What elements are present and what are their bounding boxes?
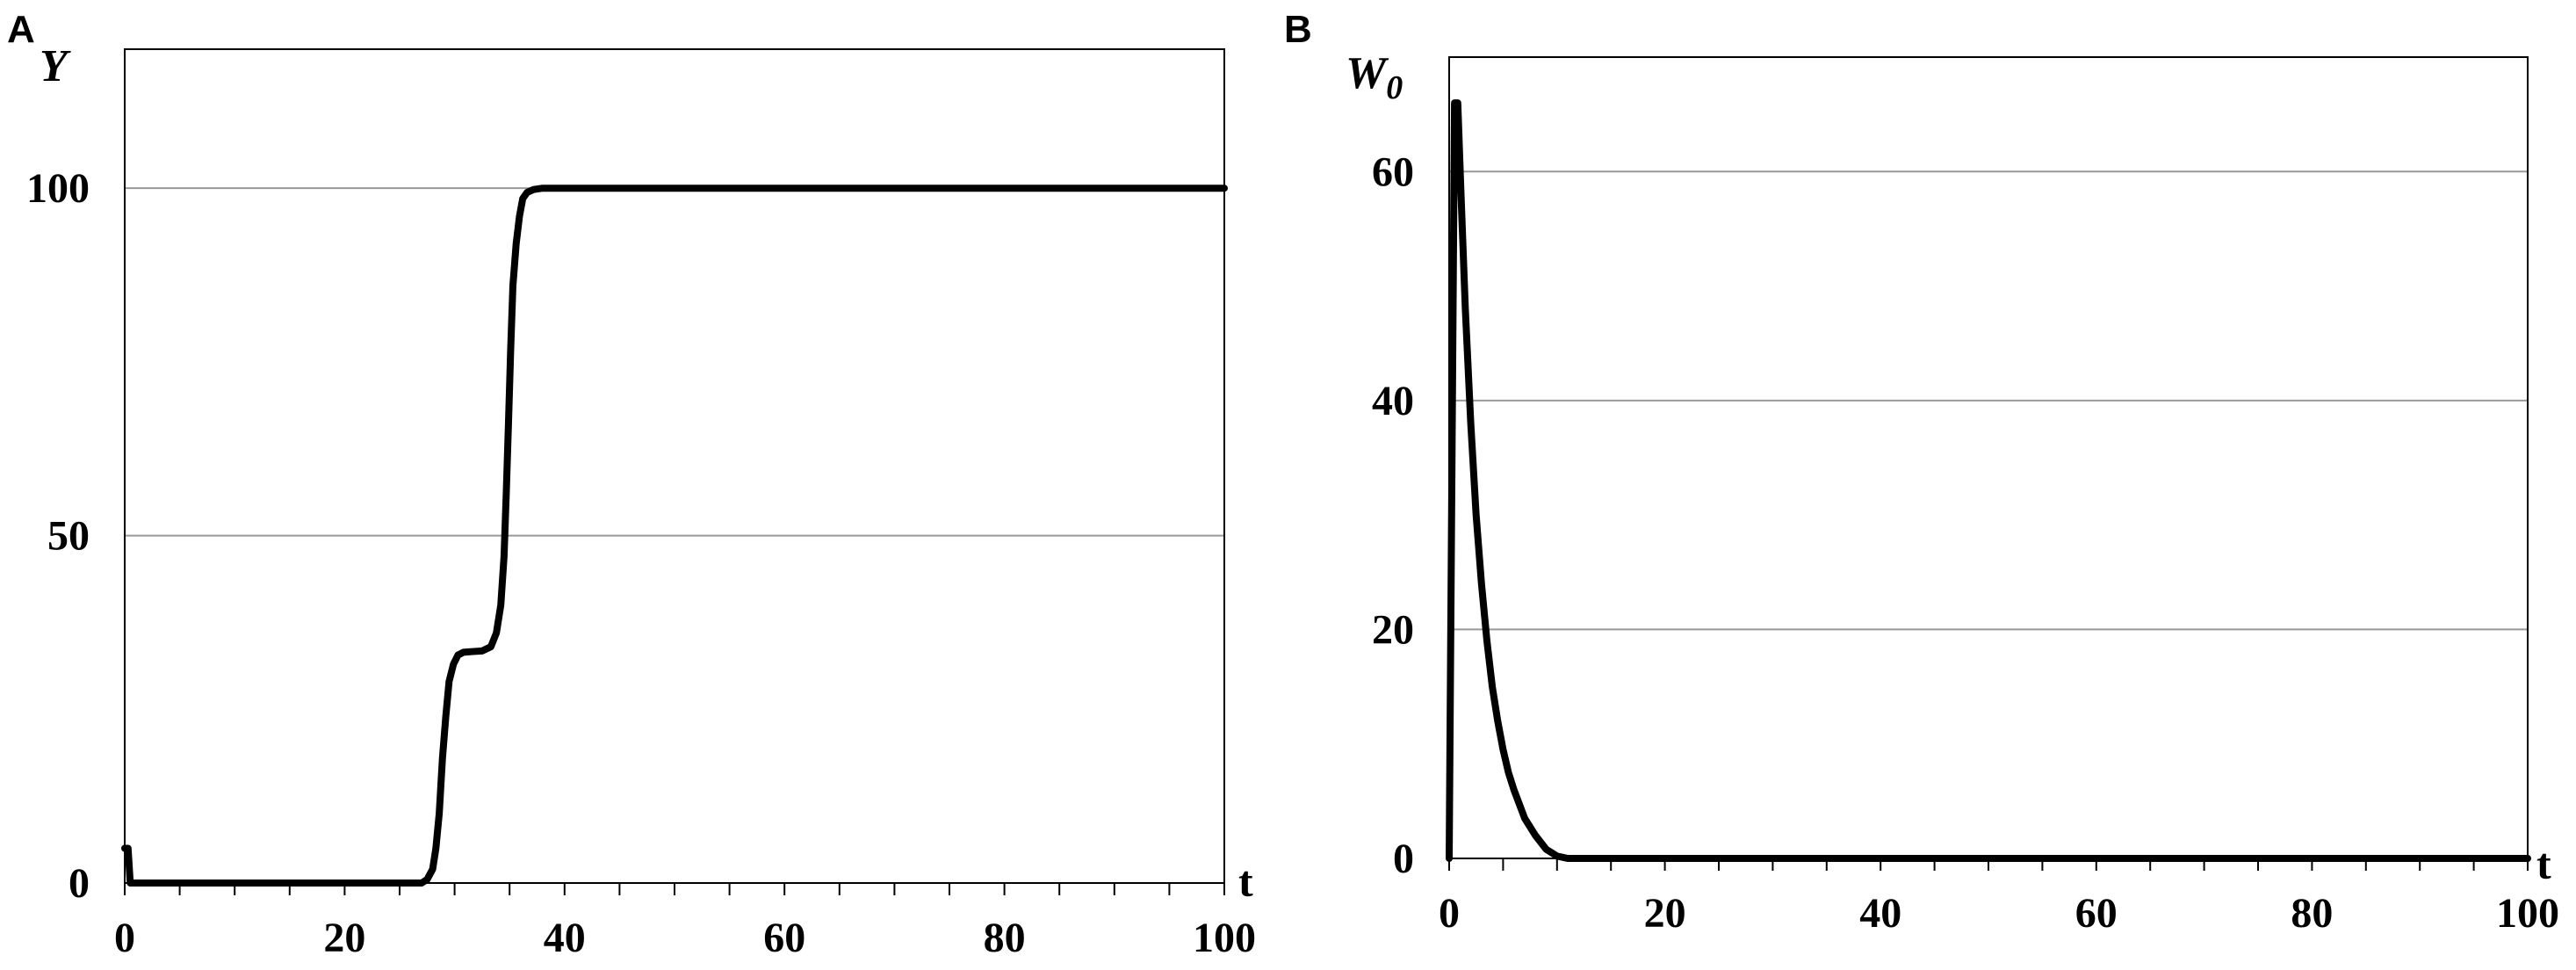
y-axis-title-subscript: 0	[1386, 69, 1403, 106]
y-axis-title: W0	[1346, 48, 1403, 106]
y-tick-label: 0	[69, 860, 90, 907]
panel-label: A	[7, 8, 35, 51]
x-tick-label: 60	[763, 915, 805, 961]
x-axis-title: t	[1238, 857, 1253, 906]
x-tick-label: 60	[2075, 890, 2118, 937]
x-tick-label: 40	[544, 915, 586, 961]
x-tick-label: 80	[2291, 890, 2333, 937]
panel-label: B	[1284, 8, 1312, 51]
plot-frame	[1448, 56, 2529, 859]
x-tick-label: 40	[1859, 890, 1901, 937]
y-tick-label: 100	[26, 165, 90, 212]
panel-a: 0 20 40 60 80 100 0 50 100 AYt	[7, 8, 1256, 961]
x-tick-label: 20	[1644, 890, 1686, 937]
x-tick-label: 0	[1439, 890, 1460, 937]
plot-frame	[124, 48, 1225, 884]
y-tick-label: 60	[1372, 148, 1414, 195]
x-axis-title: t	[2536, 839, 2551, 888]
y-tick-label: 50	[47, 513, 90, 560]
x-tick-label: 20	[323, 915, 365, 961]
x-tick-label: 80	[984, 915, 1026, 961]
x-tick-label: 100	[1193, 915, 1256, 961]
y-axis-title: Y	[40, 41, 71, 91]
y-tick-label: 40	[1372, 378, 1414, 424]
x-tick-label: 0	[114, 915, 135, 961]
series-line	[121, 185, 1228, 887]
x-tick-label: 100	[2496, 890, 2559, 937]
y-tick-label: 20	[1372, 606, 1414, 653]
panel-b: 0 20 40 60 80 100 0 20 40 60 B W0 t	[1284, 8, 2559, 937]
series-line	[1446, 99, 2531, 862]
y-tick-label: 0	[1393, 836, 1414, 882]
